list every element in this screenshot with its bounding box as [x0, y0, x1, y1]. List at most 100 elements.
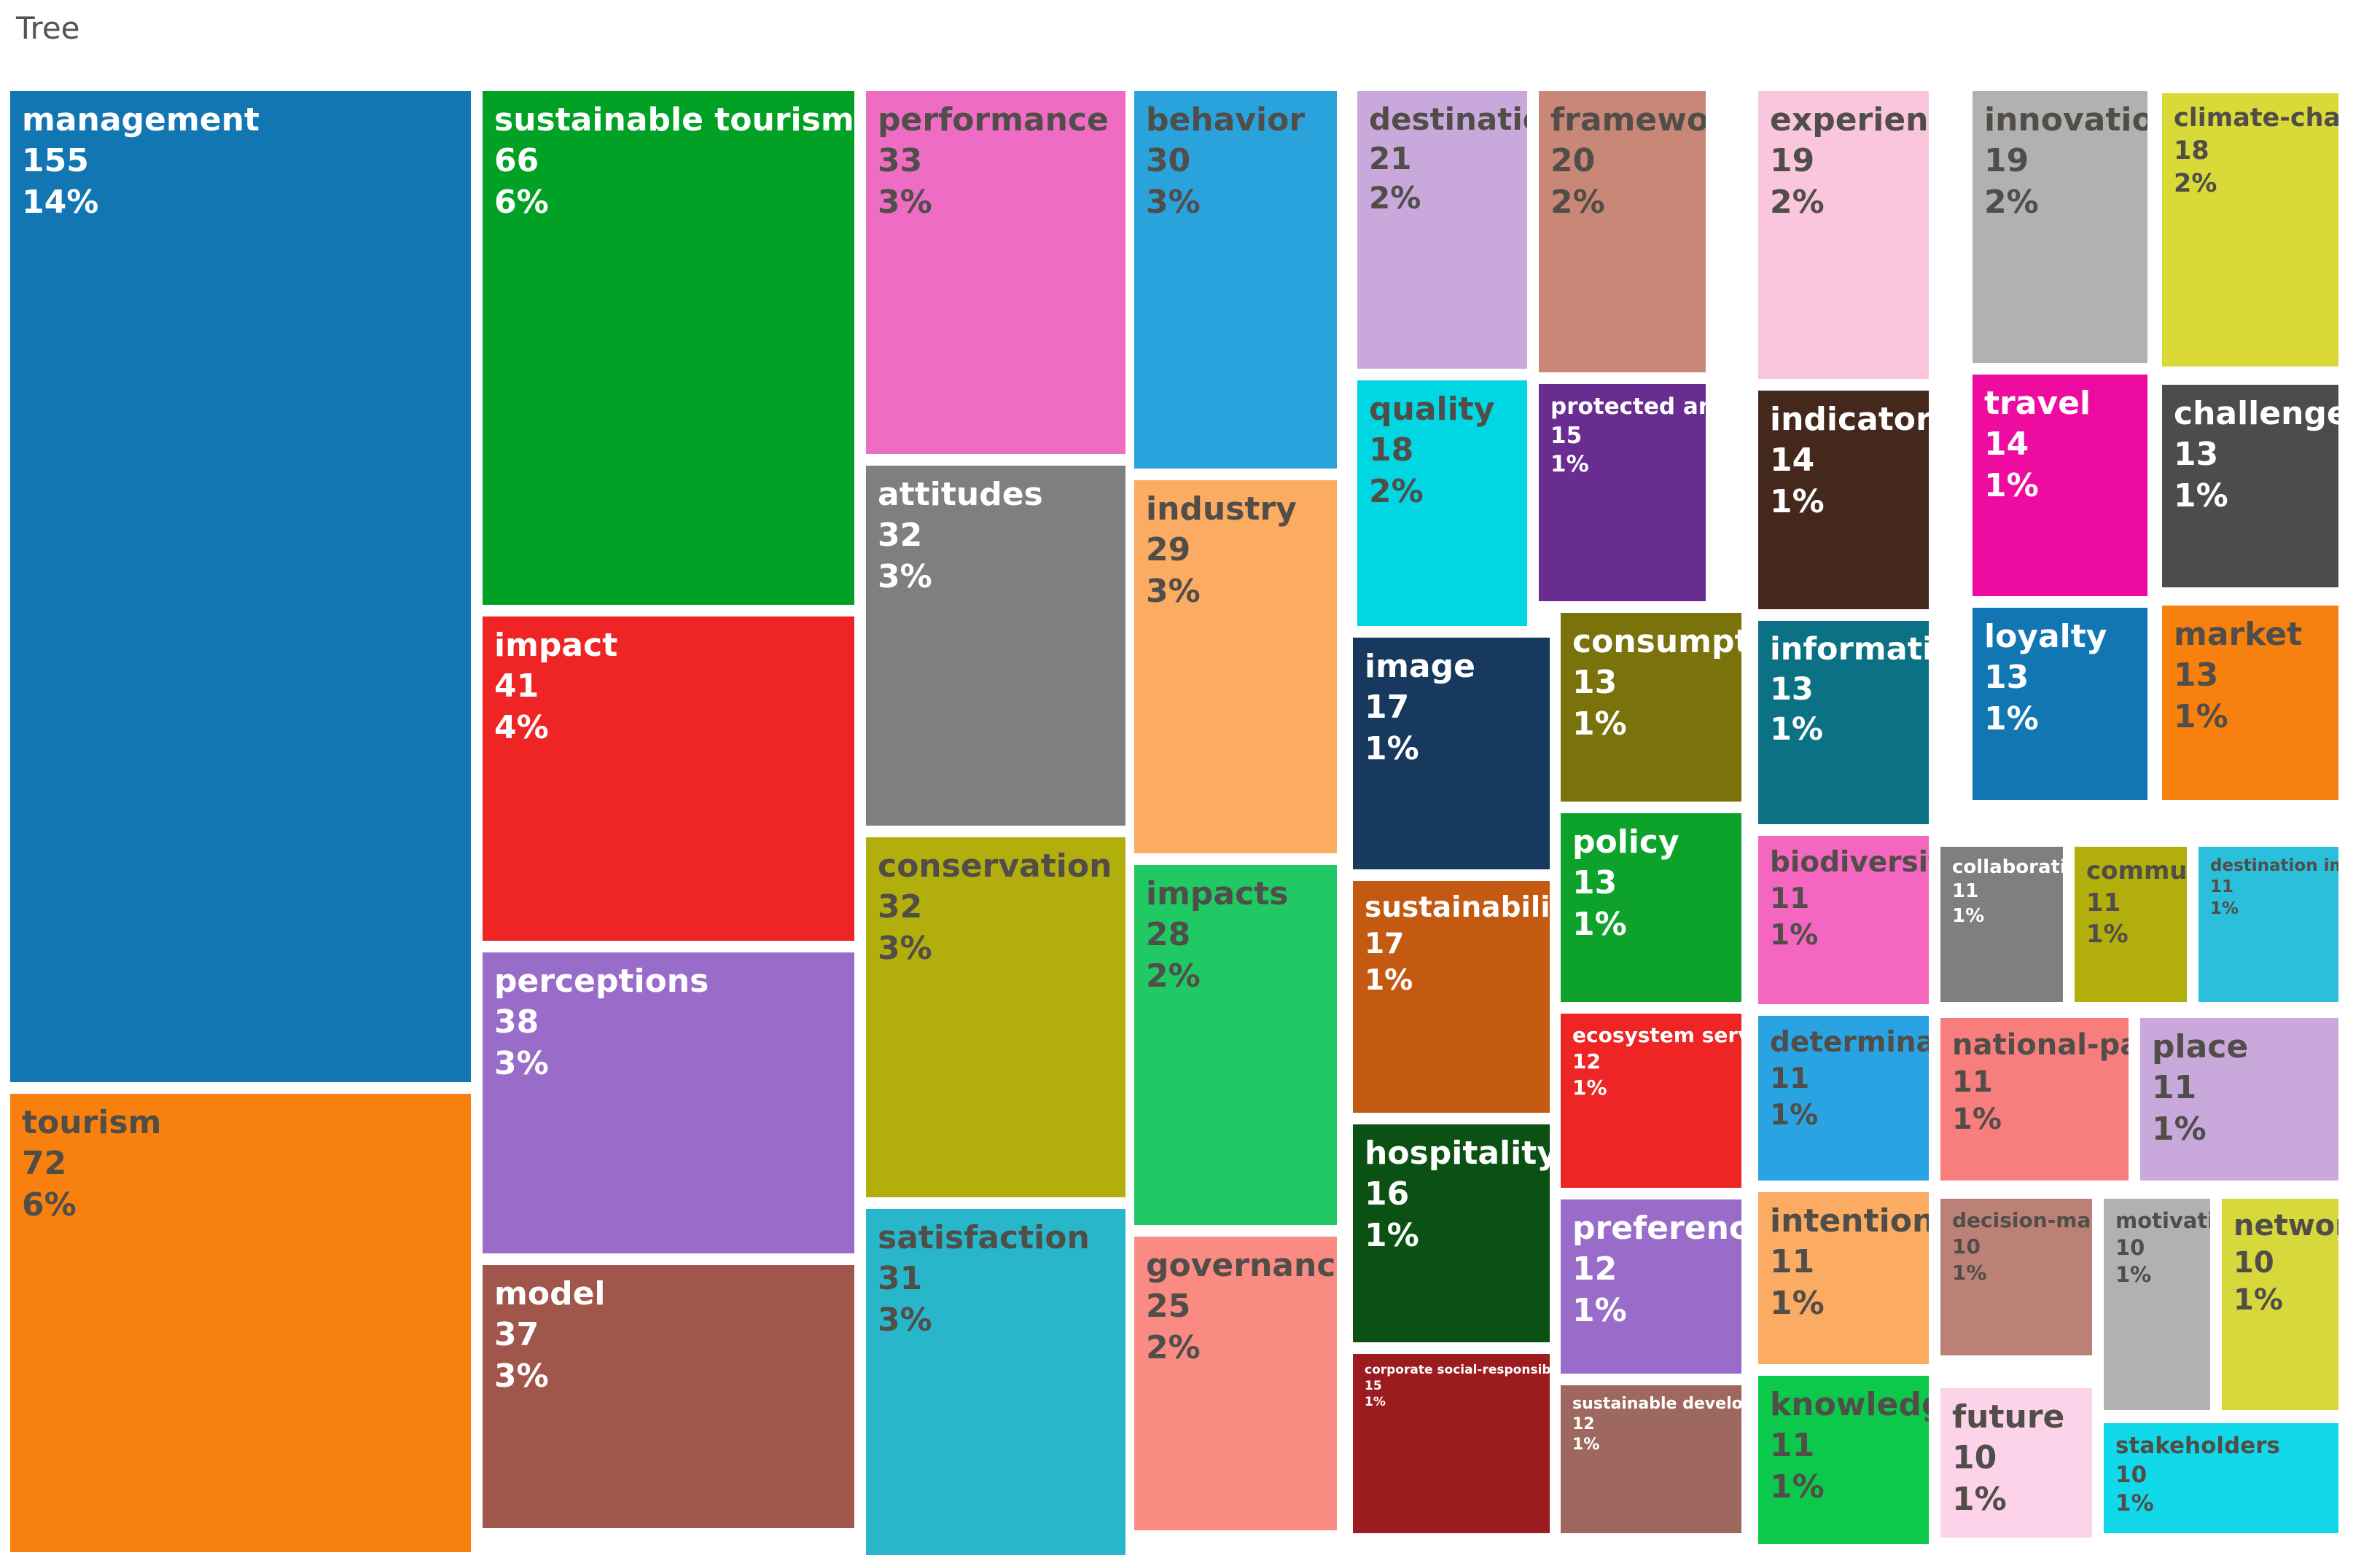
tile-value: 11: [1770, 1427, 1815, 1465]
treemap-tile-perceptions[interactable]: perceptions 38 3%: [483, 952, 854, 1253]
treemap-tile-collaboration[interactable]: collaboration111%: [1940, 847, 2063, 1002]
treemap-tile-knowledge[interactable]: knowledge 111%: [1758, 1376, 1929, 1544]
treemap-tile-impacts[interactable]: impacts 28 2%: [1134, 865, 1337, 1225]
treemap-tile-consumption[interactable]: consumption 131%: [1561, 613, 1741, 802]
treemap-tile-preferences[interactable]: preferences121%: [1561, 1199, 1741, 1374]
treemap-tile-destination-image[interactable]: destination image 11 1%: [2198, 847, 2338, 1002]
treemap-tile-challenges[interactable]: challenges 131%: [2162, 385, 2338, 587]
tile-percent: 3%: [1146, 183, 1201, 221]
tile-percent: 3%: [878, 557, 932, 595]
treemap-tile-market[interactable]: market 13 1%: [2162, 606, 2338, 800]
tile-percent: 1%: [2152, 1110, 2207, 1148]
treemap-tile-loyalty[interactable]: loyalty 13 1%: [1973, 608, 2147, 800]
treemap-tile-quality[interactable]: quality 18 2%: [1357, 380, 1527, 626]
treemap-tile-industry[interactable]: industry 29 3%: [1134, 480, 1337, 853]
tile-value: 25: [1146, 1288, 1191, 1326]
tile-percent: 2%: [1369, 179, 1421, 216]
tile-label: image: [1365, 648, 1475, 685]
tile-label: future: [1952, 1398, 2065, 1436]
treemap-tile-satisfaction[interactable]: satisfaction 31 3%: [866, 1209, 1125, 1555]
treemap-tile-hospitality[interactable]: hospitality 16 1%: [1353, 1124, 1550, 1342]
tile-value: 11: [1770, 1243, 1815, 1281]
tile-label: destination: [1369, 101, 1527, 137]
tile-percent: 2%: [1550, 183, 1605, 221]
tile-value: 16: [1365, 1175, 1410, 1213]
tile-value: 11: [2152, 1069, 2197, 1107]
treemap-tile-networks[interactable]: networks 101%: [2222, 1199, 2338, 1410]
tile-value: 21: [1369, 140, 1412, 176]
treemap-tile-future[interactable]: future 10 1%: [1940, 1388, 2092, 1538]
treemap-tile-determinants[interactable]: determinants111%: [1758, 1016, 1929, 1181]
treemap-tile-destination[interactable]: destination212%: [1357, 91, 1527, 369]
tile-value: 17: [1365, 927, 1405, 960]
tile-label: biodiversity: [1770, 846, 1929, 879]
tile-label: sustainable tourism: [494, 101, 854, 138]
treemap-tile-governance[interactable]: governance 25 2%: [1134, 1237, 1337, 1530]
treemap-tile-tourism[interactable]: tourism 72 6%: [10, 1094, 471, 1552]
tile-percent: 1%: [1770, 918, 1819, 952]
treemap-tile-corporate-social-responsibility[interactable]: corporate social-responsibility151%: [1353, 1354, 1550, 1533]
treemap-tile-ecosystem-services[interactable]: ecosystem services121%: [1561, 1014, 1741, 1188]
treemap-tile-attitudes[interactable]: attitudes 32 3%: [866, 466, 1125, 826]
treemap-tile-community[interactable]: community 11 1%: [2075, 847, 2187, 1002]
tile-value: 13: [2174, 436, 2219, 474]
treemap-tile-impact[interactable]: impact 41 4%: [483, 616, 854, 941]
tile-percent: 1%: [1770, 1468, 1825, 1506]
treemap-tile-policy[interactable]: policy 13 1%: [1561, 813, 1741, 1002]
tile-value: 13: [1572, 664, 1618, 702]
treemap-tile-performance[interactable]: performance 33 3%: [866, 91, 1125, 454]
treemap-tile-sustainability[interactable]: sustainability171%: [1353, 881, 1550, 1113]
tile-value: 10: [2233, 1246, 2274, 1280]
treemap-tile-conservation[interactable]: conservation 32 3%: [866, 837, 1125, 1197]
treemap-tile-travel[interactable]: travel 14 1%: [1973, 375, 2147, 596]
tile-value: 20: [1550, 142, 1596, 180]
treemap-tile-innovation[interactable]: innovation 192%: [1973, 91, 2147, 363]
tile-percent: 3%: [494, 1357, 549, 1395]
tile-percent: 1%: [2115, 1490, 2154, 1517]
treemap-tile-sustainable-tourism[interactable]: sustainable tourism 66 6%: [483, 91, 854, 605]
treemap-tile-stakeholders[interactable]: stakeholders 10 1%: [2104, 1423, 2338, 1533]
tile-value: 10: [1952, 1234, 1981, 1258]
treemap-tile-indicators[interactable]: indicators 141%: [1758, 391, 1929, 609]
tile-percent: 4%: [494, 708, 549, 746]
treemap-tile-model[interactable]: model 37 3%: [483, 1265, 854, 1528]
tile-percent: 1%: [1365, 1216, 1419, 1254]
treemap-tile-protected-areas[interactable]: protected areas151%: [1539, 384, 1706, 601]
tile-label: challenges: [2174, 395, 2338, 432]
treemap-tile-sustainable-development[interactable]: sustainable development 12 1%: [1561, 1385, 1741, 1533]
treemap-tile-management[interactable]: management 155 14%: [10, 91, 471, 1082]
treemap-tile-image[interactable]: image 17 1%: [1353, 638, 1550, 869]
treemap-tile-framework[interactable]: framework 202%: [1539, 91, 1706, 372]
tile-percent: 1%: [2210, 899, 2239, 918]
treemap-tile-climate-change[interactable]: climate-change 18 2%: [2162, 93, 2338, 367]
treemap-tile-intention[interactable]: intention 11 1%: [1758, 1192, 1929, 1364]
tile-percent: 2%: [1770, 183, 1825, 221]
tile-label: market: [2174, 616, 2303, 653]
tile-percent: 2%: [2174, 168, 2217, 198]
treemap-tile-information[interactable]: information 131%: [1758, 621, 1929, 824]
tile-label: performance: [878, 101, 1109, 138]
tile-percent: 1%: [1770, 711, 1824, 748]
tile-label: community: [2086, 856, 2187, 885]
treemap-tile-decision-making[interactable]: decision-making101%: [1940, 1199, 2092, 1355]
tile-label: knowledge: [1770, 1386, 1929, 1423]
treemap-tile-experience[interactable]: experience 192%: [1758, 91, 1929, 379]
tile-percent: 2%: [1146, 957, 1201, 995]
treemap-tile-place[interactable]: place 11 1%: [2140, 1018, 2338, 1181]
tile-value: 10: [2115, 1461, 2147, 1488]
tile-percent: 1%: [1572, 1436, 1600, 1455]
tile-label: determinants: [1770, 1026, 1929, 1059]
treemap-tile-motivation[interactable]: motivation101%: [2104, 1199, 2210, 1410]
tile-value: 14: [1984, 426, 2029, 463]
treemap-tile-behavior[interactable]: behavior 30 3%: [1134, 91, 1337, 469]
treemap-tile-national-park[interactable]: national-park111%: [1940, 1018, 2129, 1181]
tile-label: framework: [1550, 101, 1706, 138]
tile-percent: 1%: [1952, 1103, 2002, 1137]
tile-label: industry: [1146, 490, 1297, 528]
tile-percent: 1%: [2115, 1262, 2152, 1288]
treemap-tile-biodiversity[interactable]: biodiversity111%: [1758, 836, 1929, 1004]
tile-value: 31: [878, 1260, 923, 1298]
tile-percent: 2%: [1369, 472, 1424, 510]
tile-label: tourism: [22, 1104, 162, 1141]
